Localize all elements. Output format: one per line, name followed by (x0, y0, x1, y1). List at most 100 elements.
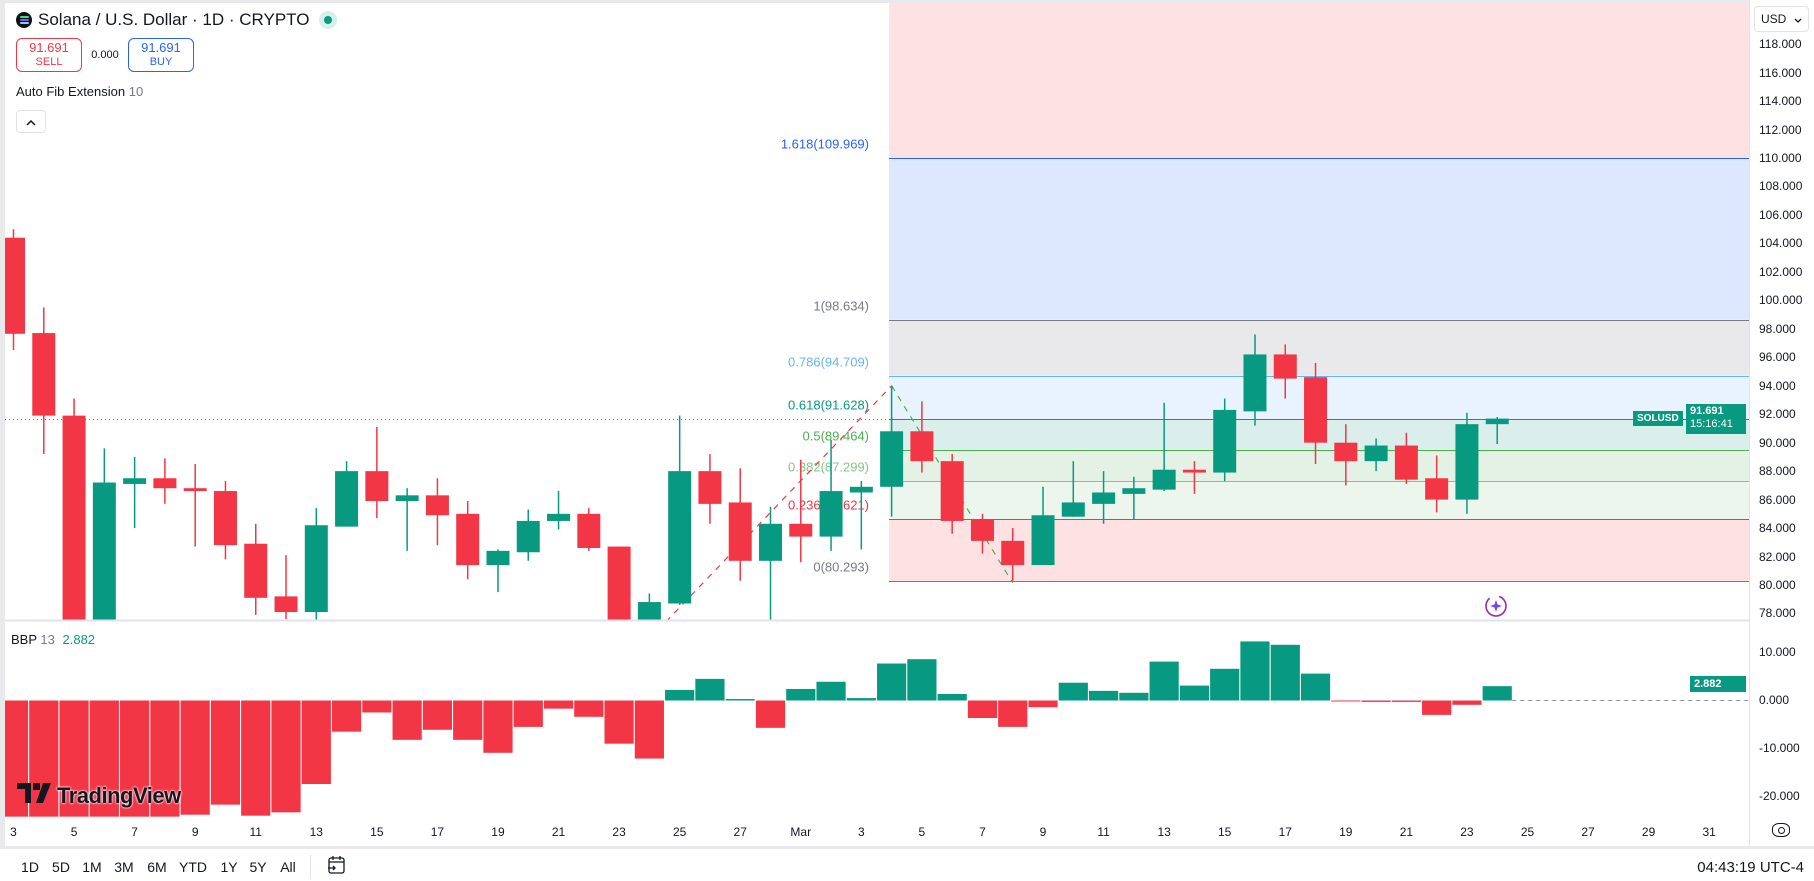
candle (1031, 486, 1055, 566)
candle-body (62, 415, 86, 620)
bbp-bar (59, 700, 89, 817)
candle-body (577, 513, 601, 548)
bbp-bar (1119, 692, 1149, 701)
candle-body (456, 513, 480, 566)
bbp-bar (150, 700, 180, 817)
currency-selector[interactable]: USD (1754, 6, 1809, 32)
candle (5, 229, 25, 351)
bbp-bar (1028, 700, 1058, 708)
fib-level-label-0.382: 0.382(87.299) (788, 460, 869, 475)
price-axis-label: 106.000 (1759, 207, 1803, 222)
bbp-bar (271, 700, 301, 813)
bbp-bar (725, 699, 755, 701)
price-axis-label: 80.000 (1759, 578, 1796, 592)
currency-label: USD (1761, 12, 1787, 26)
bbp-bar (1361, 700, 1391, 702)
bbp-legend[interactable]: BBP 13 2.882 (11, 632, 95, 647)
candle-body (607, 546, 631, 620)
ai-sparkle-icon[interactable] (1483, 593, 1509, 619)
range-button-ytd[interactable]: YTD (179, 859, 207, 875)
bbp-bar (786, 688, 816, 701)
utc-clock[interactable]: 04:43:19 UTC-4 (1697, 859, 1804, 876)
time-axis-label: 13 (309, 825, 323, 839)
bbp-value: 2.882 (62, 632, 96, 647)
candle (1364, 438, 1388, 472)
candle-body (547, 513, 571, 521)
time-axis-label: 13 (1157, 825, 1171, 839)
indicator-legend-fib[interactable]: Auto Fib Extension 10 (16, 84, 143, 99)
price-axis-label: 102.000 (1759, 264, 1803, 279)
bbp-bar (755, 700, 786, 728)
price-axis[interactable] (1749, 0, 1814, 846)
time-axis-label: 19 (491, 825, 505, 839)
bbp-bar (89, 700, 119, 817)
range-button-5y[interactable]: 5Y (249, 859, 267, 875)
range-button-1d[interactable]: 1D (21, 859, 39, 875)
candle (516, 509, 540, 561)
bbp-bar (877, 663, 907, 701)
time-axis-label: 15 (1218, 825, 1232, 839)
go-to-date-calendar-icon[interactable] (326, 855, 346, 875)
range-button-1m[interactable]: 1M (82, 859, 102, 875)
range-divider (310, 855, 311, 879)
range-button-5d[interactable]: 5D (52, 859, 70, 875)
candle-body (395, 495, 419, 502)
time-axis-label: 7 (979, 825, 986, 839)
candle (62, 398, 86, 620)
fib-level-label-1: 1(98.634) (813, 299, 869, 314)
bbp-bar (483, 700, 513, 753)
window-top-border (0, 0, 1814, 3)
symbol-legend[interactable]: Solana / U.S. Dollar · 1D · CRYPTO (16, 10, 338, 30)
time-axis-label: 23 (612, 825, 626, 839)
range-button-3m[interactable]: 3M (114, 859, 134, 875)
range-button-1y[interactable]: 1Y (220, 859, 238, 875)
time-axis-label: 27 (1581, 825, 1595, 839)
last-price: 91.691 (1690, 405, 1724, 417)
candle-body (153, 478, 177, 489)
candle-body (1213, 409, 1237, 473)
sell-button[interactable]: 91.691 SELL (16, 38, 82, 72)
chart-canvas[interactable]: 1.618(109.969) 1(98.634) 0.786(94.709) 0.61… (0, 0, 1749, 846)
candle (244, 523, 268, 615)
range-button-6m[interactable]: 6M (147, 859, 167, 875)
candle-body (1031, 515, 1055, 566)
candle-body (244, 543, 268, 598)
fib-zone-1.618 (889, 3, 1749, 159)
candle (728, 468, 752, 581)
candle (1394, 432, 1418, 484)
market-status-icon[interactable] (319, 11, 338, 29)
candle (940, 454, 964, 534)
candle (1213, 398, 1237, 482)
candle-body (1243, 354, 1267, 412)
candle-body (940, 461, 964, 521)
candle (486, 549, 510, 593)
collapse-legend-button[interactable] (16, 110, 46, 133)
candle-body (123, 478, 147, 484)
buy-button[interactable]: 91.691 BUY (128, 38, 194, 72)
candle-body (1182, 469, 1206, 473)
candle (1425, 455, 1449, 513)
bbp-axis-label: 0.000 (1759, 693, 1790, 707)
bar-countdown: 15:16:41 (1690, 418, 1733, 430)
candle (910, 401, 934, 473)
candle (395, 488, 419, 551)
candle (123, 456, 147, 529)
candle-body (365, 471, 389, 502)
candle (456, 501, 480, 580)
range-button-all[interactable]: All (280, 859, 296, 875)
fib-level-label-0.5: 0.5(89.464) (803, 429, 870, 444)
tradingview-logo[interactable]: TradingView (17, 783, 181, 809)
bbp-bar (362, 700, 392, 713)
candle-body (1364, 445, 1388, 462)
time-axis-label: 17 (1278, 825, 1292, 839)
bbp-bar (1482, 686, 1512, 701)
bbp-bar (998, 700, 1028, 727)
candle-body (335, 471, 359, 527)
price-axis-label: 118.000 (1759, 37, 1802, 52)
chart-settings-gear-icon[interactable] (1772, 823, 1790, 837)
candle (1182, 461, 1206, 494)
candle-body (213, 491, 237, 546)
price-axis-label: 100.000 (1759, 293, 1803, 308)
fib-level-label-0: 0(80.293) (813, 560, 869, 575)
price-axis-label: 96.000 (1759, 350, 1796, 365)
